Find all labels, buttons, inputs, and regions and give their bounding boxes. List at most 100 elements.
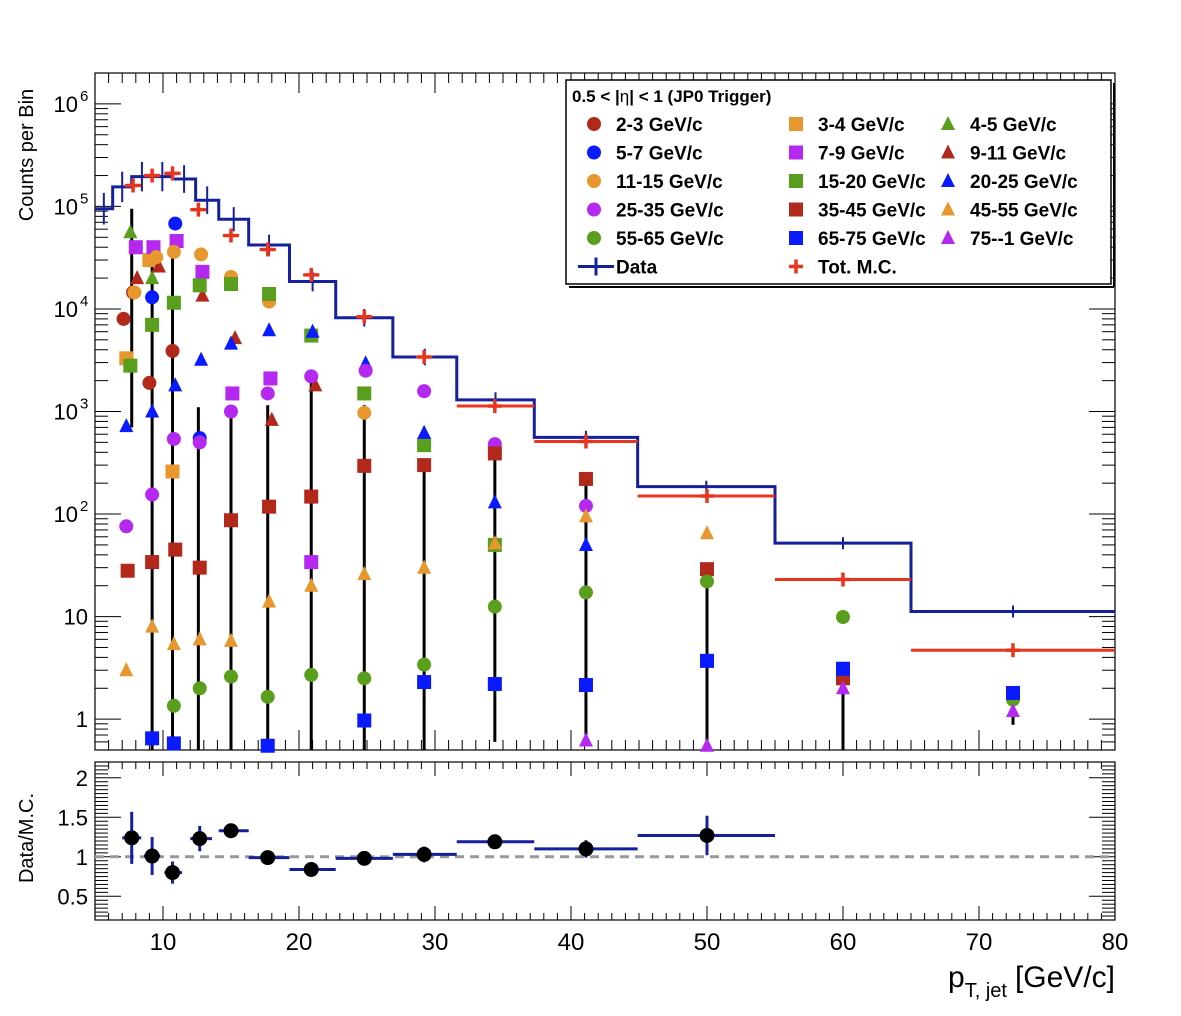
legend-entry: Data [578,257,658,279]
y-tick-exponent: 4 [80,293,88,310]
series-point [224,335,238,350]
ratio-y-tick-label: 0.5 [57,884,88,909]
legend-marker [789,174,803,188]
total-mc [124,166,1115,658]
series-75-1-gev-c [578,680,1020,752]
series-point [700,574,714,589]
legend-marker [789,259,803,274]
legend-entry: 4-5 GeV/c [941,115,1057,136]
series-point [151,258,166,273]
y-tick-label: 10 [54,194,78,219]
series-point [305,323,320,338]
legend-marker [587,202,601,217]
legend-marker [587,174,601,188]
series-point [145,317,160,332]
series-point [578,498,593,513]
y-tick-label: 10 [54,92,78,117]
legend-marker [789,202,803,217]
legend-label: 20-25 GeV/c [970,172,1078,193]
series-point [194,351,209,366]
legend-entry: 9-11 GeV/c [941,144,1067,165]
series-point [487,677,502,692]
series-point [169,233,184,248]
series-point [417,559,432,574]
legend-label: 4-5 GeV/c [970,115,1057,136]
series-point [145,731,160,746]
legend-label: 15-20 GeV/c [818,172,926,193]
total-mc-point [260,242,275,257]
ratio-point [144,848,160,864]
legend-marker [941,172,955,188]
total-mc-point [145,168,160,183]
legend-entry: 5-7 GeV/c [587,144,703,165]
series-point [166,295,181,310]
legend-marker [941,229,955,245]
legend-entry: 7-9 GeV/c [789,144,905,165]
legend: 0.5 < |η| < 1 (JP0 Trigger) 2-3 GeV/c 3-4 … [565,79,1115,288]
series-3-4-gev-c [119,253,180,479]
y-tick-label: 1 [76,707,88,732]
series-point [192,631,207,646]
total-mc-point [700,488,714,503]
series-point [700,562,714,577]
series-point [417,458,432,473]
series-point [358,363,373,378]
series-point [1006,685,1020,700]
y-tick-label: 10 [64,605,88,630]
x-axis-label: pT, jet [GeV/c] [948,961,1115,1002]
series-point [192,435,207,450]
ratio-point [124,830,140,846]
legend-entry: Tot. M.C. [789,258,897,279]
series-25-35-gev-c [119,363,593,534]
legend-marker [587,117,601,131]
series-point [304,577,319,592]
series-point [166,244,181,259]
x-tick-label: 30 [422,929,449,956]
series-point [166,736,181,751]
y-axis-label-ratio: Data/M.C. [16,793,38,883]
series-point [224,632,238,647]
legend-label: 65-75 GeV/c [818,229,926,250]
series-point [264,411,279,426]
x-tick-label: 40 [558,929,585,956]
series-point [304,555,319,570]
y-tick-exponent: 6 [80,88,88,105]
ratio-frame [94,761,1116,921]
series-point [192,560,207,575]
main-frame [94,72,1116,751]
series-point [357,671,372,686]
legend-marker [941,144,955,159]
legend-entry: 20-25 GeV/c [941,172,1078,193]
total-mc-point [224,228,238,243]
series-point [260,689,275,704]
series-point [262,286,277,301]
series-point [166,635,181,651]
series-point [123,224,138,239]
series-point [578,536,593,551]
total-mc-point [191,202,206,217]
legend-label: Data [616,258,658,279]
total-mc-point [578,434,593,449]
series-point [224,669,238,684]
series-point [119,519,134,534]
ratio-point [487,834,503,850]
ratio-point [192,831,208,847]
legend-entry: 35-45 GeV/c [789,201,926,222]
ratio-point [416,846,432,862]
series-point [224,513,238,528]
legend-label: 2-3 GeV/c [616,115,703,136]
x-tick-label: 50 [694,929,721,956]
total-mc-point [165,166,180,181]
total-mc-point [417,350,432,365]
ratio-point [223,823,239,839]
series-point [119,418,134,433]
series-point [195,264,210,279]
legend-entry: 15-20 GeV/c [789,172,926,193]
series-point [357,405,372,420]
series-point [119,662,134,677]
series-4-5-gev-c [123,224,160,285]
series-point [192,278,207,293]
series-45-55-gev-c [119,508,714,677]
legend-title-post: | < 1 (JP0 Trigger) [629,87,771,106]
ratio-points [122,811,775,884]
